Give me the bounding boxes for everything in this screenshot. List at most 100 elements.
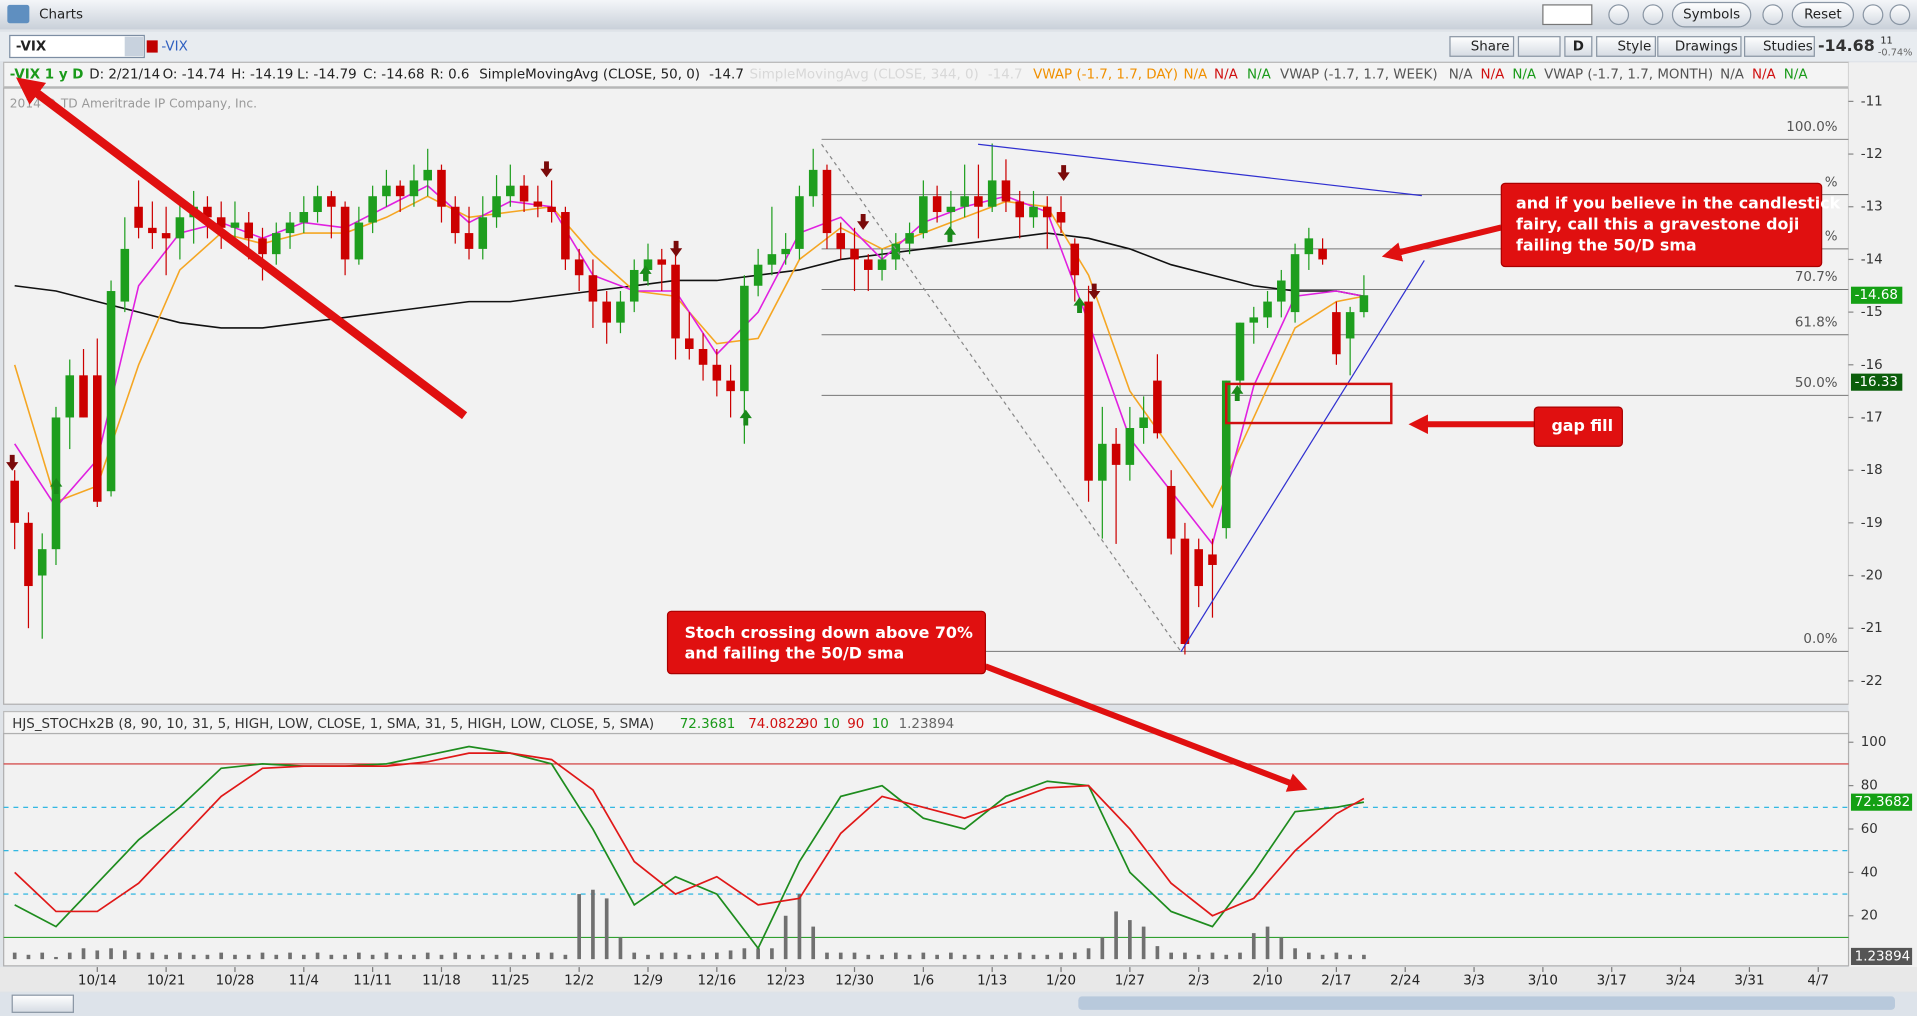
candle-body xyxy=(79,375,88,418)
title-bar xyxy=(0,0,1917,30)
candle-body xyxy=(1235,322,1245,381)
share-button[interactable] xyxy=(1449,36,1515,57)
hist-bar xyxy=(1238,952,1242,960)
study-item: 10 xyxy=(823,717,840,732)
symbol-input[interactable] xyxy=(9,34,145,59)
zoom-buttons[interactable] xyxy=(11,994,74,1013)
symbol-dropdown[interactable] xyxy=(124,36,144,57)
hist-bar xyxy=(604,898,609,960)
hist-bar xyxy=(687,954,692,960)
candle-body xyxy=(299,212,309,223)
hist-bar xyxy=(109,948,113,960)
style-button[interactable] xyxy=(1596,36,1656,57)
value-marker-label: 72.3682 xyxy=(1855,795,1911,810)
x-tick-label: 1/13 xyxy=(977,974,1007,989)
candle-body xyxy=(726,380,735,392)
candle-body xyxy=(932,196,942,213)
hist-bar xyxy=(935,954,939,960)
study-item: 74.0822 xyxy=(748,717,804,732)
hist-bar xyxy=(811,926,816,960)
y-tick-label: -11 xyxy=(1861,94,1883,109)
value-marker xyxy=(1850,947,1913,966)
hist-bar xyxy=(563,954,568,960)
symbols-button[interactable] xyxy=(1671,1,1752,28)
y-tick-label: 80 xyxy=(1861,779,1878,794)
candle-body xyxy=(519,185,529,202)
candle-body xyxy=(450,206,460,234)
candle-body xyxy=(1208,554,1217,565)
candle-body xyxy=(285,222,295,234)
callout-box xyxy=(1533,406,1623,447)
hist-bar xyxy=(191,954,196,960)
x-tick-label: 3/31 xyxy=(1734,974,1764,989)
hist-bar xyxy=(907,954,912,960)
study-item: 72.3681 xyxy=(680,717,736,732)
hist-bar xyxy=(1183,952,1187,960)
d-button[interactable] xyxy=(1564,36,1593,57)
hist-bar xyxy=(990,954,995,960)
hist-bar xyxy=(536,952,540,960)
hist-bar xyxy=(632,952,637,960)
y-tick-label: -21 xyxy=(1861,621,1883,636)
signal-up xyxy=(639,265,652,282)
y-tick-label: -13 xyxy=(1861,200,1883,215)
fib-label: % xyxy=(1825,175,1838,190)
signal-up xyxy=(943,226,957,243)
hist-bar xyxy=(646,954,650,960)
pin-button[interactable] xyxy=(1862,4,1884,26)
signal-up xyxy=(739,409,752,426)
candle-body xyxy=(1318,248,1327,260)
symbol-link[interactable]: -VIX xyxy=(161,39,187,54)
color-box[interactable] xyxy=(1542,4,1593,26)
tool-icons[interactable] xyxy=(1517,36,1561,57)
drawings-button[interactable] xyxy=(1657,36,1742,57)
hist-bar xyxy=(1031,954,1036,960)
trend-line xyxy=(1180,260,1425,652)
candle-body xyxy=(767,254,777,265)
hist-bar xyxy=(329,954,334,960)
reset-button[interactable] xyxy=(1791,1,1855,28)
candle-body xyxy=(271,233,281,255)
studies-button[interactable] xyxy=(1744,36,1815,57)
candle-body xyxy=(1042,206,1052,218)
hist-bar xyxy=(301,954,306,960)
y-tick-label: -19 xyxy=(1861,516,1883,531)
info-item: SimpleMovingAvg (CLOSE, 344, 0) xyxy=(749,68,978,83)
help-button[interactable] xyxy=(1762,4,1784,26)
tool-label: Studies xyxy=(1763,39,1813,54)
hist-bar xyxy=(439,954,444,960)
hist-bar xyxy=(1169,952,1174,960)
hist-bar xyxy=(136,952,141,960)
hist-bar xyxy=(770,948,774,960)
y-tick-label: -17 xyxy=(1861,410,1883,425)
tool-label: Style xyxy=(1617,39,1651,54)
scroll-thumb[interactable] xyxy=(1078,996,1895,1010)
hist-bar xyxy=(1114,911,1118,960)
hist-bar xyxy=(921,952,926,960)
alert-button[interactable] xyxy=(1608,4,1630,26)
symbol-text: -VIX xyxy=(16,39,47,54)
hist-bar xyxy=(398,954,403,960)
x-tick-label: 1/20 xyxy=(1046,974,1076,989)
hist-bar xyxy=(370,954,375,960)
hist-bar xyxy=(701,952,705,960)
x-tick-label: 12/2 xyxy=(564,974,594,989)
info-item: SimpleMovingAvg (CLOSE, 50, 0) xyxy=(479,68,700,83)
fib-label: % xyxy=(1825,230,1838,245)
hist-bar xyxy=(1210,952,1215,960)
study-pane xyxy=(3,732,1850,967)
hist-bar xyxy=(1100,937,1105,960)
hist-bar xyxy=(949,952,953,960)
fib-label: 0.0% xyxy=(1803,632,1837,647)
info-item: VWAP (-1.7, 1.7, WEEK) xyxy=(1280,68,1438,83)
study-line xyxy=(14,232,1365,329)
fib-label: 50.0% xyxy=(1795,376,1838,391)
candle-body xyxy=(492,196,501,218)
candle-body xyxy=(106,291,116,492)
menu-button[interactable] xyxy=(1889,4,1911,26)
signal-down xyxy=(857,213,870,230)
info-item: C: -14.68 xyxy=(363,68,425,83)
notify-button[interactable] xyxy=(1642,4,1664,26)
hist-bar xyxy=(26,954,31,960)
candle-body xyxy=(464,233,474,249)
